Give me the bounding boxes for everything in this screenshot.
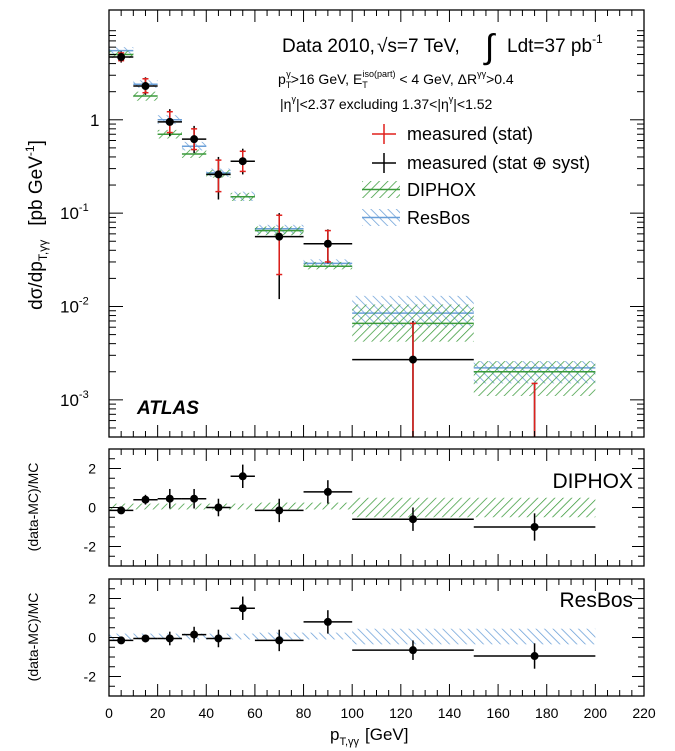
data-point-6 xyxy=(275,232,284,241)
main-ticks: 1 10-1 10-2 10-3 xyxy=(60,10,645,438)
ratio-diphox-ylabel: (data-MC)/MC xyxy=(25,463,41,552)
diphox-ratio-point-1 xyxy=(141,495,150,504)
legend-entry-syst: measured (stat ⊕ syst) xyxy=(372,153,590,173)
diphox-ratio-point-9 xyxy=(530,523,539,531)
diphox-ratio-point-4 xyxy=(214,503,223,512)
resbos-ratio-point-6 xyxy=(275,636,284,645)
diphox-ratio-band-3 xyxy=(352,497,596,518)
resbos-ratio-band-0 xyxy=(109,633,158,640)
legend-entry-stat: measured (stat) xyxy=(372,124,533,144)
xtick-label-7: 140 xyxy=(438,705,462,721)
diphox-ratio-point-3 xyxy=(190,494,199,503)
resbos-ratio-point-3 xyxy=(190,630,199,639)
ratio-diphox-band xyxy=(109,497,596,518)
ratio-resbos-points xyxy=(109,596,596,669)
ratio-diphox-label: DIPHOX xyxy=(552,470,633,493)
ytick-label-0: 1 xyxy=(90,111,99,130)
resbos-ratio-point-7 xyxy=(323,617,332,626)
resbos-ratio-ytick-label-0: -2 xyxy=(84,669,97,685)
resbos-ratio-ytick-label-1: 0 xyxy=(88,630,96,646)
main-panel: 1 10-1 10-2 10-3 dσ/dpT,γγ[pb GeV-1] Data 2… xyxy=(23,9,645,438)
ratio-resbos-frame xyxy=(108,578,645,697)
data-point-5 xyxy=(238,157,247,166)
ratio-diphox-points xyxy=(109,464,596,541)
data-point-7 xyxy=(323,239,332,248)
data-point-2 xyxy=(165,117,174,126)
diphox-ratio-ytick-label-0: -2 xyxy=(84,539,97,555)
diphox-ratio-point-6 xyxy=(275,506,284,515)
ytick-label-3: 10-3 xyxy=(60,389,89,410)
eta-cuts-line: |ηγ|<2.37 excluding 1.37<|ηγ|<1.52 xyxy=(280,94,493,112)
diphox-ratio-ytick-label-2: 2 xyxy=(88,461,96,477)
legend-entry-resbos: ResBos xyxy=(362,208,470,228)
kinematic-cuts-line: pTγ>16 GeV, ETiso(part) < 4 GeV, ΔRγγ>0.… xyxy=(278,69,514,90)
ratio-resbos-ylabel: (data-MC)/MC xyxy=(25,593,41,682)
data-point-1 xyxy=(141,82,150,91)
xtick-label-9: 180 xyxy=(535,705,559,721)
ytick-label-1: 10-1 xyxy=(60,202,89,223)
integral-sign: ∫ xyxy=(483,28,496,66)
xtick-label-8: 160 xyxy=(486,705,510,721)
diphox-ratio-point-7 xyxy=(323,487,332,496)
xtick-label-5: 100 xyxy=(341,705,365,721)
diphox-ratio-band-2 xyxy=(254,502,353,510)
x-axis-title: pT,γγ [GeV] xyxy=(330,725,409,748)
data-point-0 xyxy=(117,53,126,62)
diphox-ratio-band-0 xyxy=(109,503,158,510)
data-point-4 xyxy=(214,170,223,179)
resbos-ratio-point-5 xyxy=(238,604,247,613)
xtick-label-6: 120 xyxy=(389,705,413,721)
ratio-resbos-label: ResBos xyxy=(559,589,633,612)
main-ylabel: dσ/dpT,γγ[pb GeV-1] xyxy=(23,140,50,310)
ratio-diphox-ticks: -2 0 2 xyxy=(84,448,645,567)
resbos-ratio-point-9 xyxy=(530,652,539,661)
svg-text:measured (stat): measured (stat) xyxy=(407,124,533,144)
resbos-ratio-point-8 xyxy=(408,646,417,655)
svg-text:Ldt=37 pb-1: Ldt=37 pb-1 xyxy=(507,32,603,57)
svg-text:DIPHOX: DIPHOX xyxy=(407,180,476,200)
ratio-panel-resbos: -2 0 2 ResBos (data-MC)/MC 0 20 40 60 80 100 120… xyxy=(25,578,656,748)
main-frame xyxy=(108,9,645,438)
ratio-resbos-band xyxy=(109,628,596,645)
svg-text:measured (stat ⊕ syst): measured (stat ⊕ syst) xyxy=(407,153,590,173)
diphox-ratio-ytick-label-1: 0 xyxy=(88,500,96,516)
diphox-ratio-point-0 xyxy=(117,506,126,515)
ytick-label-2: 10-2 xyxy=(60,295,89,316)
resbos-ratio-point-1 xyxy=(141,634,150,643)
xtick-label-2: 40 xyxy=(198,705,214,721)
xtick-label-3: 60 xyxy=(247,705,263,721)
diphox-ratio-point-2 xyxy=(165,494,174,503)
data-point-8 xyxy=(408,355,417,364)
resbos-ratio-point-0 xyxy=(117,636,126,645)
xtick-label-1: 20 xyxy=(150,705,166,721)
resbos-ratio-band-3 xyxy=(352,628,596,645)
diphox-ratio-band-1 xyxy=(157,503,255,510)
legend: measured (stat) measured (stat ⊕ syst) D… xyxy=(362,124,590,228)
ratio-diphox-frame xyxy=(108,448,645,567)
diphox-ratio-point-8 xyxy=(408,515,417,524)
main-data-points xyxy=(109,51,538,437)
xtick-label-10: 200 xyxy=(584,705,608,721)
data-point-3 xyxy=(190,135,199,144)
svg-text:ResBos: ResBos xyxy=(407,208,470,228)
resbos-ratio-band-2 xyxy=(254,632,353,640)
svg-text:Data 2010,√s=7 TeV,: Data 2010, √s=7 TeV, xyxy=(282,36,460,57)
xtick-label-0: 0 xyxy=(105,705,113,721)
resbos-ratio-ytick-label-2: 2 xyxy=(88,591,96,607)
data-info-line: Data 2010, √s=7 TeV, ∫ Ldt=37 pb-1 xyxy=(282,28,603,66)
resbos-ratio-point-2 xyxy=(165,634,174,643)
legend-entry-diphox: DIPHOX xyxy=(362,180,476,200)
xtick-label-11: 220 xyxy=(632,705,656,721)
resbos-ratio-band-1 xyxy=(157,633,255,640)
diphox-ratio-point-5 xyxy=(238,472,247,481)
ratio-panel-diphox: -2 0 2 DIPHOX (data-MC)/MC xyxy=(25,448,645,567)
resbos-ratio-point-4 xyxy=(214,634,223,643)
atlas-label: ATLAS xyxy=(136,398,199,419)
x-tick-labels: 0 20 40 60 80 100 120 140 160 180 200 220 xyxy=(105,705,656,721)
xtick-label-4: 80 xyxy=(296,705,312,721)
